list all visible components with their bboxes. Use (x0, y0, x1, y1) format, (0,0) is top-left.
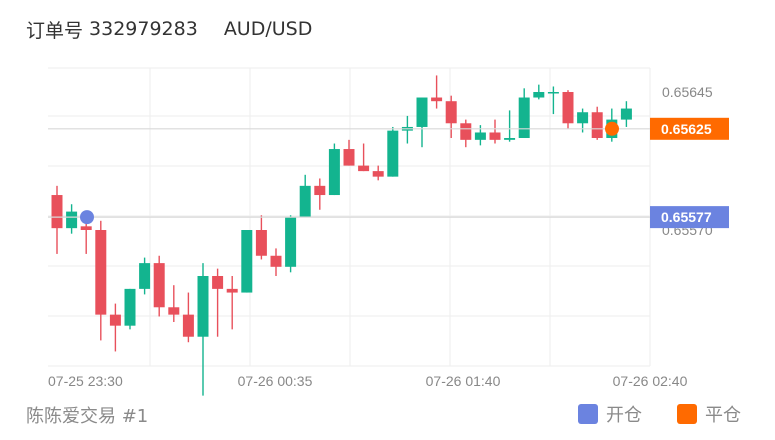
candle-body (299, 185, 311, 218)
candle-body (547, 92, 559, 94)
candle-body (270, 255, 282, 267)
candle-body (285, 217, 297, 267)
candle-body (372, 171, 384, 177)
candle-body (153, 263, 165, 308)
candle-body (358, 165, 370, 172)
x-tick-label: 07-26 01:40 (426, 373, 501, 389)
close-marker (605, 121, 619, 136)
legend-close-label: 平仓 (705, 405, 741, 426)
x-tick-label: 07-25 23:30 (48, 373, 123, 389)
candle-body (533, 92, 545, 98)
order-label: 订单号 (26, 19, 84, 42)
candle-body (489, 132, 501, 140)
order-id: 332979283 (89, 18, 198, 40)
candle-body (241, 230, 253, 293)
candle-body (562, 92, 574, 124)
close-swatch (677, 404, 697, 424)
symbol-label: AUD/USD (223, 18, 313, 40)
candle-body (168, 307, 180, 315)
candle-body (182, 314, 194, 337)
candle-body (314, 185, 326, 196)
candle-body (343, 149, 355, 166)
candle-body (460, 123, 472, 140)
candle-body (620, 108, 632, 120)
candle-body (591, 112, 603, 138)
y-tick-label: 0.65645 (662, 84, 713, 100)
open-marker (80, 210, 94, 225)
candle-body (226, 288, 238, 293)
open-price-tag-label: 0.65577 (661, 209, 712, 225)
candle-body (445, 101, 457, 124)
candle-body (387, 130, 399, 177)
candle-body (66, 211, 78, 229)
candle-body (474, 132, 486, 140)
close-price-tag-label: 0.65625 (661, 121, 712, 137)
candle-body (109, 314, 121, 326)
candle-body (80, 226, 92, 230)
candle-body (328, 149, 340, 196)
candle-body (124, 288, 136, 326)
legend-open[interactable]: 开仓 (578, 401, 642, 427)
order-header: 订单号 332979283 AUD/USD (26, 14, 312, 44)
candle-body (95, 230, 107, 315)
candle-body (431, 97, 443, 102)
account-label: 陈陈爱交易 #1 (26, 406, 149, 427)
candle-body (139, 263, 151, 289)
open-swatch (578, 404, 598, 424)
candle-body (51, 195, 63, 229)
candle-body (504, 138, 516, 140)
candle-body (416, 97, 428, 127)
x-tick-label: 07-26 02:40 (613, 373, 688, 389)
candle-body (255, 230, 267, 256)
x-tick-label: 07-26 00:35 (238, 373, 313, 389)
legend-open-label: 开仓 (606, 405, 642, 426)
open-price-tag (650, 206, 729, 229)
candle-body (518, 97, 530, 138)
candle-body (577, 112, 589, 124)
candle-body (212, 276, 224, 289)
close-price-tag (650, 117, 729, 140)
candle-body (197, 276, 209, 337)
legend-close[interactable]: 平仓 (677, 401, 741, 427)
